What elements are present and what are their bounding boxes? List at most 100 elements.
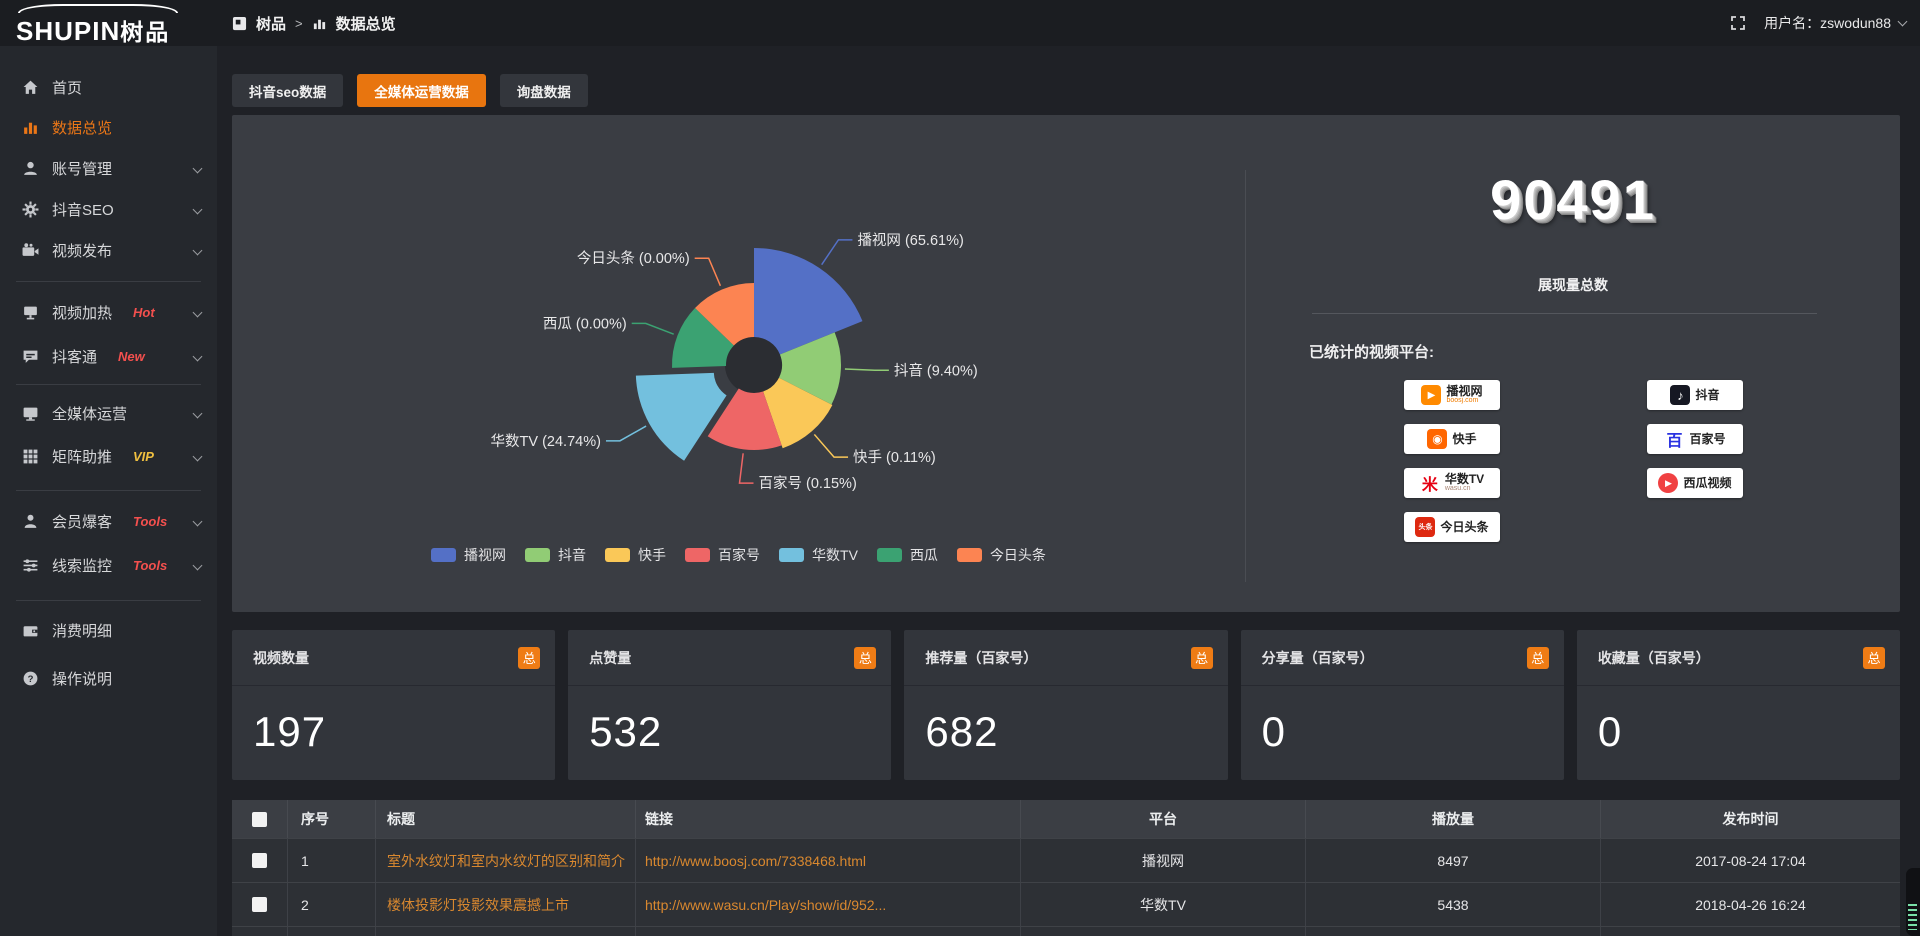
pie-label: 西瓜 (0.00%) — [543, 316, 627, 332]
username-label: 用户名：zswodun88 — [1764, 15, 1891, 31]
pie-slice-播视网[interactable] — [754, 248, 863, 355]
pie-label-line — [605, 425, 647, 442]
column-header-no: 序号 — [287, 800, 375, 838]
tab-douyin-seo-data[interactable]: 抖音seo数据 — [232, 74, 344, 107]
breadcrumb-current[interactable]: 数据总览 — [335, 15, 396, 33]
sidebar-item-video-heat[interactable]: 视频加热 Hot — [0, 295, 217, 329]
table-row-partial — [232, 926, 1900, 936]
legend-item-西瓜[interactable]: 西瓜 — [876, 545, 938, 565]
app-logo[interactable]: SHUPIN树品 — [16, 2, 196, 46]
legend-item-百家号[interactable]: 百家号 — [685, 545, 760, 565]
stat-value: 197 — [253, 708, 327, 755]
sidebar-item-omnimedia[interactable]: 全媒体运营 — [0, 396, 217, 430]
videos-table: 序号 标题 链接 平台 播放量 发布时间 1 室外水纹灯和室内水纹灯的区别和简介… — [232, 800, 1900, 936]
tab-omnimedia-data[interactable]: 全媒体运营数据 — [357, 74, 486, 107]
legend-label: 抖音 — [558, 547, 587, 563]
sidebar-item-doukertong[interactable]: 抖客通 New — [0, 339, 217, 373]
legend-item-抖音[interactable]: 抖音 — [525, 545, 586, 565]
total-badge: 总 — [854, 646, 877, 669]
chevron-down-icon — [192, 351, 203, 361]
legend-label: 播视网 — [464, 547, 507, 563]
column-header-title: 标题 — [375, 800, 635, 838]
legend-label: 今日头条 — [989, 547, 1046, 563]
row-checkbox[interactable] — [252, 853, 267, 868]
logo-text: SHUPIN树品 — [16, 16, 171, 46]
baijiahao-logo-icon — [1664, 429, 1684, 449]
gear-icon — [22, 201, 39, 218]
platform-badge-toutiao: 今日头条 — [1404, 512, 1500, 542]
toutiao-logo-icon — [1415, 517, 1436, 537]
chevron-down-icon — [192, 408, 203, 418]
sidebar: 首页 数据总览 账号管理 抖音SEO 视频发布 视频加热 Hot — [0, 46, 217, 936]
chat-icon — [22, 348, 39, 365]
sidebar-item-lead-monitor[interactable]: 线索监控 Tools — [0, 548, 217, 582]
breadcrumb-separator: > — [295, 15, 303, 31]
breadcrumb-root[interactable]: 树品 — [256, 15, 287, 33]
chevron-down-icon — [192, 560, 203, 570]
chevron-down-icon — [192, 307, 203, 317]
sidebar-item-matrix-boost[interactable]: 矩阵助推 VIP — [0, 439, 217, 473]
cell-time: 2018-04-26 16:24 — [1600, 883, 1900, 926]
video-url-link[interactable]: http://www.wasu.cn/Play/show/id/952... — [645, 896, 887, 913]
legend-item-华数TV[interactable]: 华数TV — [779, 545, 858, 565]
svg-text:?: ? — [28, 673, 34, 684]
monitor-icon — [22, 405, 39, 422]
pie-label-line — [694, 257, 722, 287]
video-url-link[interactable]: http://www.boosj.com/7338468.html — [645, 852, 867, 869]
video-title-link[interactable]: 室外水纹灯和室内水纹灯的区别和简介 — [387, 852, 625, 869]
fullscreen-icon[interactable] — [1730, 15, 1746, 31]
column-header-link: 链接 — [635, 800, 1020, 838]
video-title-link[interactable]: 楼体投影灯投影效果震撼上市 — [387, 896, 569, 913]
cell-time: 2017-08-24 17:04 — [1600, 839, 1900, 882]
legend-swatch — [525, 548, 551, 562]
wasu-logo-icon — [1420, 473, 1440, 493]
pie-label: 快手 (0.11%) — [853, 449, 936, 466]
sidebar-item-video-publish[interactable]: 视频发布 — [0, 233, 217, 267]
logo-arc — [18, 4, 178, 13]
sidebar-item-data-overview[interactable]: 数据总览 — [0, 110, 217, 144]
stat-value: 0 — [1261, 708, 1286, 755]
column-header-plays: 播放量 — [1305, 800, 1600, 838]
tab-inquiry-data[interactable]: 询盘数据 — [499, 74, 588, 107]
legend-item-快手[interactable]: 快手 — [605, 545, 666, 565]
sidebar-item-spending[interactable]: 消费明细 — [0, 613, 217, 647]
legend-swatch — [685, 548, 711, 562]
stat-card-likes: 点赞量总 532 — [568, 630, 892, 780]
user-menu[interactable]: 用户名：zswodun88 — [1764, 13, 1908, 33]
legend-swatch — [779, 548, 805, 562]
publish-icon — [22, 242, 39, 259]
chevron-down-icon — [192, 204, 203, 214]
member-icon — [22, 513, 39, 530]
pie-slice-快手[interactable] — [763, 377, 833, 449]
sidebar-item-douyin-seo[interactable]: 抖音SEO — [0, 192, 217, 226]
pie-slice-今日头条[interactable] — [695, 283, 754, 346]
pie-slice-华数TV[interactable] — [635, 372, 727, 461]
scrollbar-widget[interactable] — [1906, 868, 1920, 936]
pie-slice-抖音[interactable] — [778, 332, 841, 405]
sidebar-item-member[interactable]: 会员爆客 Tools — [0, 504, 217, 538]
impressions-total-label: 展现量总数 — [1538, 277, 1608, 293]
bar-chart-icon — [312, 16, 327, 31]
pie-label: 播视网 (65.61%) — [857, 232, 963, 249]
sidebar-item-home[interactable]: 首页 — [0, 70, 217, 104]
pie-label-line — [821, 239, 853, 266]
sidebar-item-account[interactable]: 账号管理 — [0, 151, 217, 185]
chevron-down-icon — [1897, 16, 1908, 26]
legend-item-播视网[interactable]: 播视网 — [431, 545, 506, 565]
table-header: 序号 标题 链接 平台 播放量 发布时间 — [232, 800, 1900, 838]
legend-item-今日头条[interactable]: 今日头条 — [956, 545, 1046, 565]
pie-slice-西瓜[interactable] — [672, 308, 734, 368]
pie-label: 今日头条 (0.00%) — [577, 250, 690, 267]
grid-icon — [22, 448, 39, 465]
scrollbar-grip-icon — [1908, 904, 1917, 930]
hot-badge: Hot — [133, 304, 155, 320]
select-all-checkbox[interactable] — [252, 811, 267, 827]
table-row: 1 室外水纹灯和室内水纹灯的区别和简介 http://www.boosj.com… — [232, 838, 1900, 882]
sidebar-item-help[interactable]: ? 操作说明 — [0, 661, 217, 695]
row-checkbox[interactable] — [252, 897, 267, 912]
pie-slice-百家号[interactable] — [707, 388, 782, 450]
pie-label: 华数TV (24.74%) — [491, 433, 601, 450]
chevron-down-icon — [192, 163, 203, 173]
